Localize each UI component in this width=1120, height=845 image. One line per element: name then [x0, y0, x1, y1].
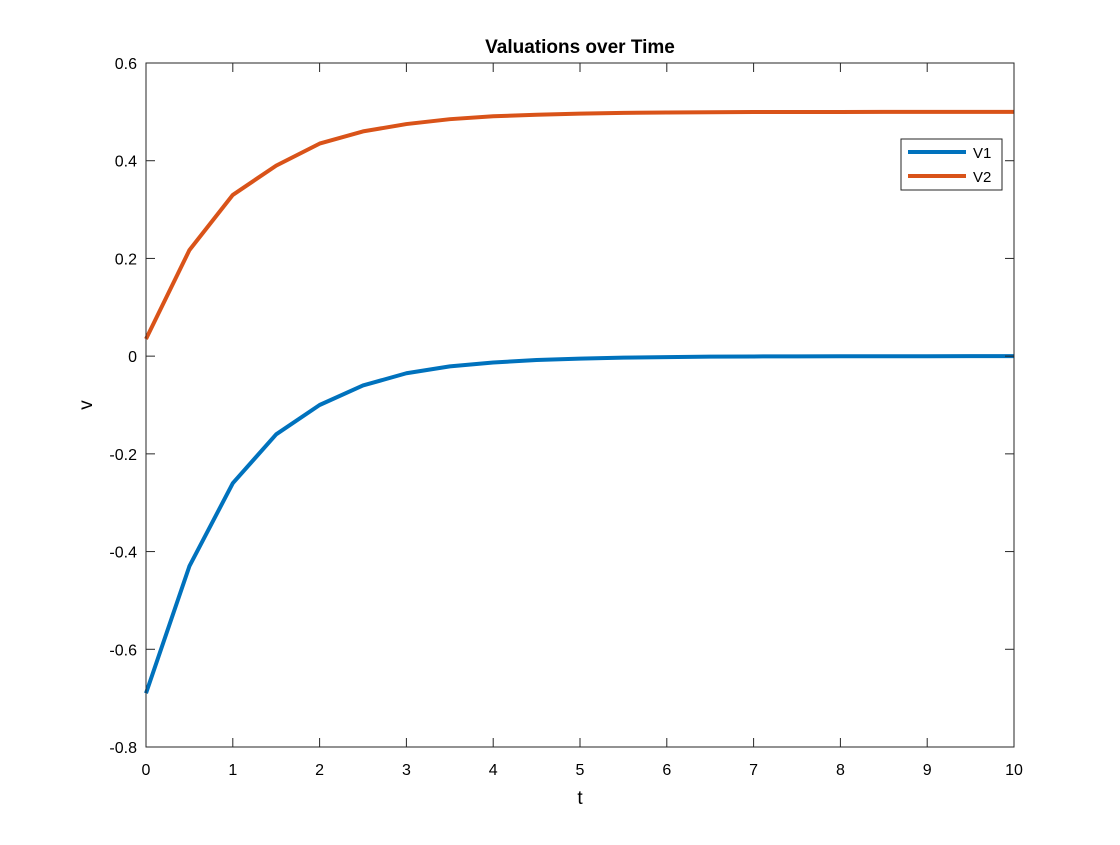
legend-label-v1: V1 — [973, 145, 991, 162]
y-tick-label: 0.4 — [115, 154, 137, 171]
y-tick-label: -0.2 — [109, 447, 137, 464]
y-tick-label: -0.8 — [109, 740, 137, 757]
x-tick-label: 7 — [749, 762, 758, 779]
x-tick-label: 2 — [315, 762, 324, 779]
x-tick-label: 5 — [576, 762, 585, 779]
legend[interactable]: V1 V2 — [900, 138, 1003, 191]
x-tick-label: 3 — [402, 762, 411, 779]
x-tick-label: 9 — [923, 762, 932, 779]
y-tick-label: 0.2 — [115, 251, 137, 268]
series-line-v1 — [144, 354, 1014, 694]
ticks-layer: 0 1 2 3 4 5 6 7 8 9 10 -0.8 -0.6 -0.4 -0.2 0 0.2 0.4 0.6 — [109, 56, 1023, 779]
y-tick-label: 0 — [128, 349, 137, 366]
y-tick-label: -0.4 — [109, 545, 137, 562]
y-axis-title: v — [76, 400, 97, 410]
legend-box — [900, 138, 1003, 191]
series-layer — [144, 109, 1014, 694]
y-tick-label: -0.6 — [109, 642, 137, 659]
x-tick-label: 0 — [142, 762, 151, 779]
x-tick-label: 10 — [1005, 762, 1023, 779]
y-tick-label: 0.6 — [115, 56, 137, 73]
x-axis-title: t — [577, 788, 583, 809]
x-tick-label: 8 — [836, 762, 845, 779]
plot-area — [146, 63, 1014, 747]
x-tick-label: 4 — [489, 762, 498, 779]
legend-label-v2: V2 — [973, 169, 991, 186]
series-line-v2 — [144, 109, 1014, 340]
x-tick-label: 1 — [228, 762, 237, 779]
chart-title: Valuations over Time — [485, 37, 675, 58]
x-tick-label: 6 — [662, 762, 671, 779]
